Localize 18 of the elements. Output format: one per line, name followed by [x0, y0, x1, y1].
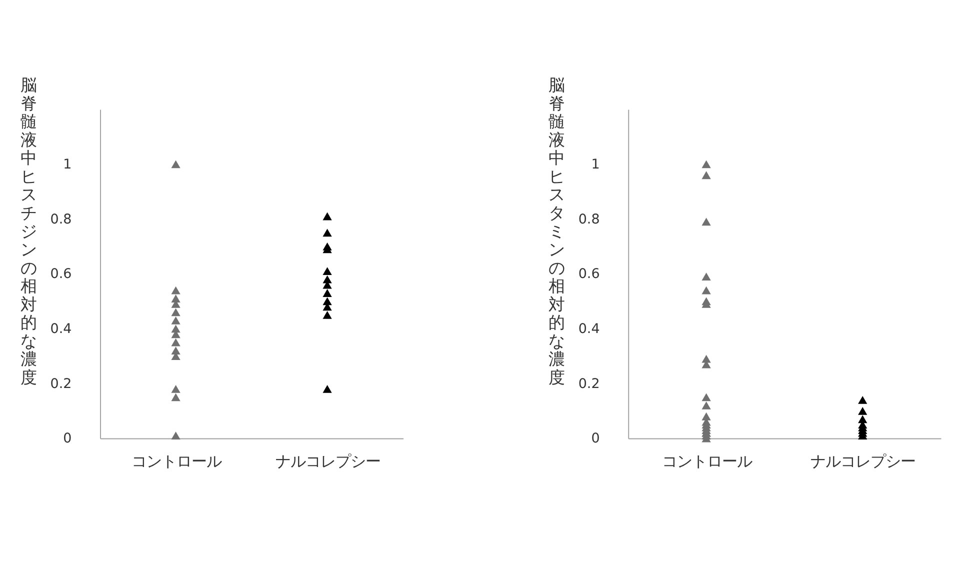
- y-tick-label: 0.6: [50, 267, 72, 282]
- x-tick-label: ナルコレプシー: [275, 452, 380, 471]
- text: 脳脊髄液中ヒスタミンの相対的な濃度: [548, 76, 564, 387]
- y-tick-label: 0.8: [50, 212, 72, 228]
- y-tick-label: 1: [63, 157, 72, 172]
- y-tick-label: 0.8: [578, 212, 600, 228]
- text: 脳脊髄液中ヒスチジンの相対的な濃度: [20, 76, 36, 387]
- y-tick-label: 0.2: [50, 376, 72, 392]
- x-tick-label: ナルコレプシー: [810, 452, 916, 471]
- x-tick-label: コントロール: [662, 452, 752, 471]
- y-tick-label: 0: [591, 432, 600, 447]
- y-tick-label: 1: [591, 157, 600, 172]
- y-tick-label: 0.4: [578, 322, 600, 337]
- y-tick-label: 0.2: [578, 376, 600, 392]
- y-tick-label: 0: [63, 432, 72, 447]
- y-tick-label: 0.6: [578, 267, 600, 282]
- y-tick-label: 0.4: [50, 322, 72, 337]
- x-tick-label: コントロール: [131, 452, 222, 471]
